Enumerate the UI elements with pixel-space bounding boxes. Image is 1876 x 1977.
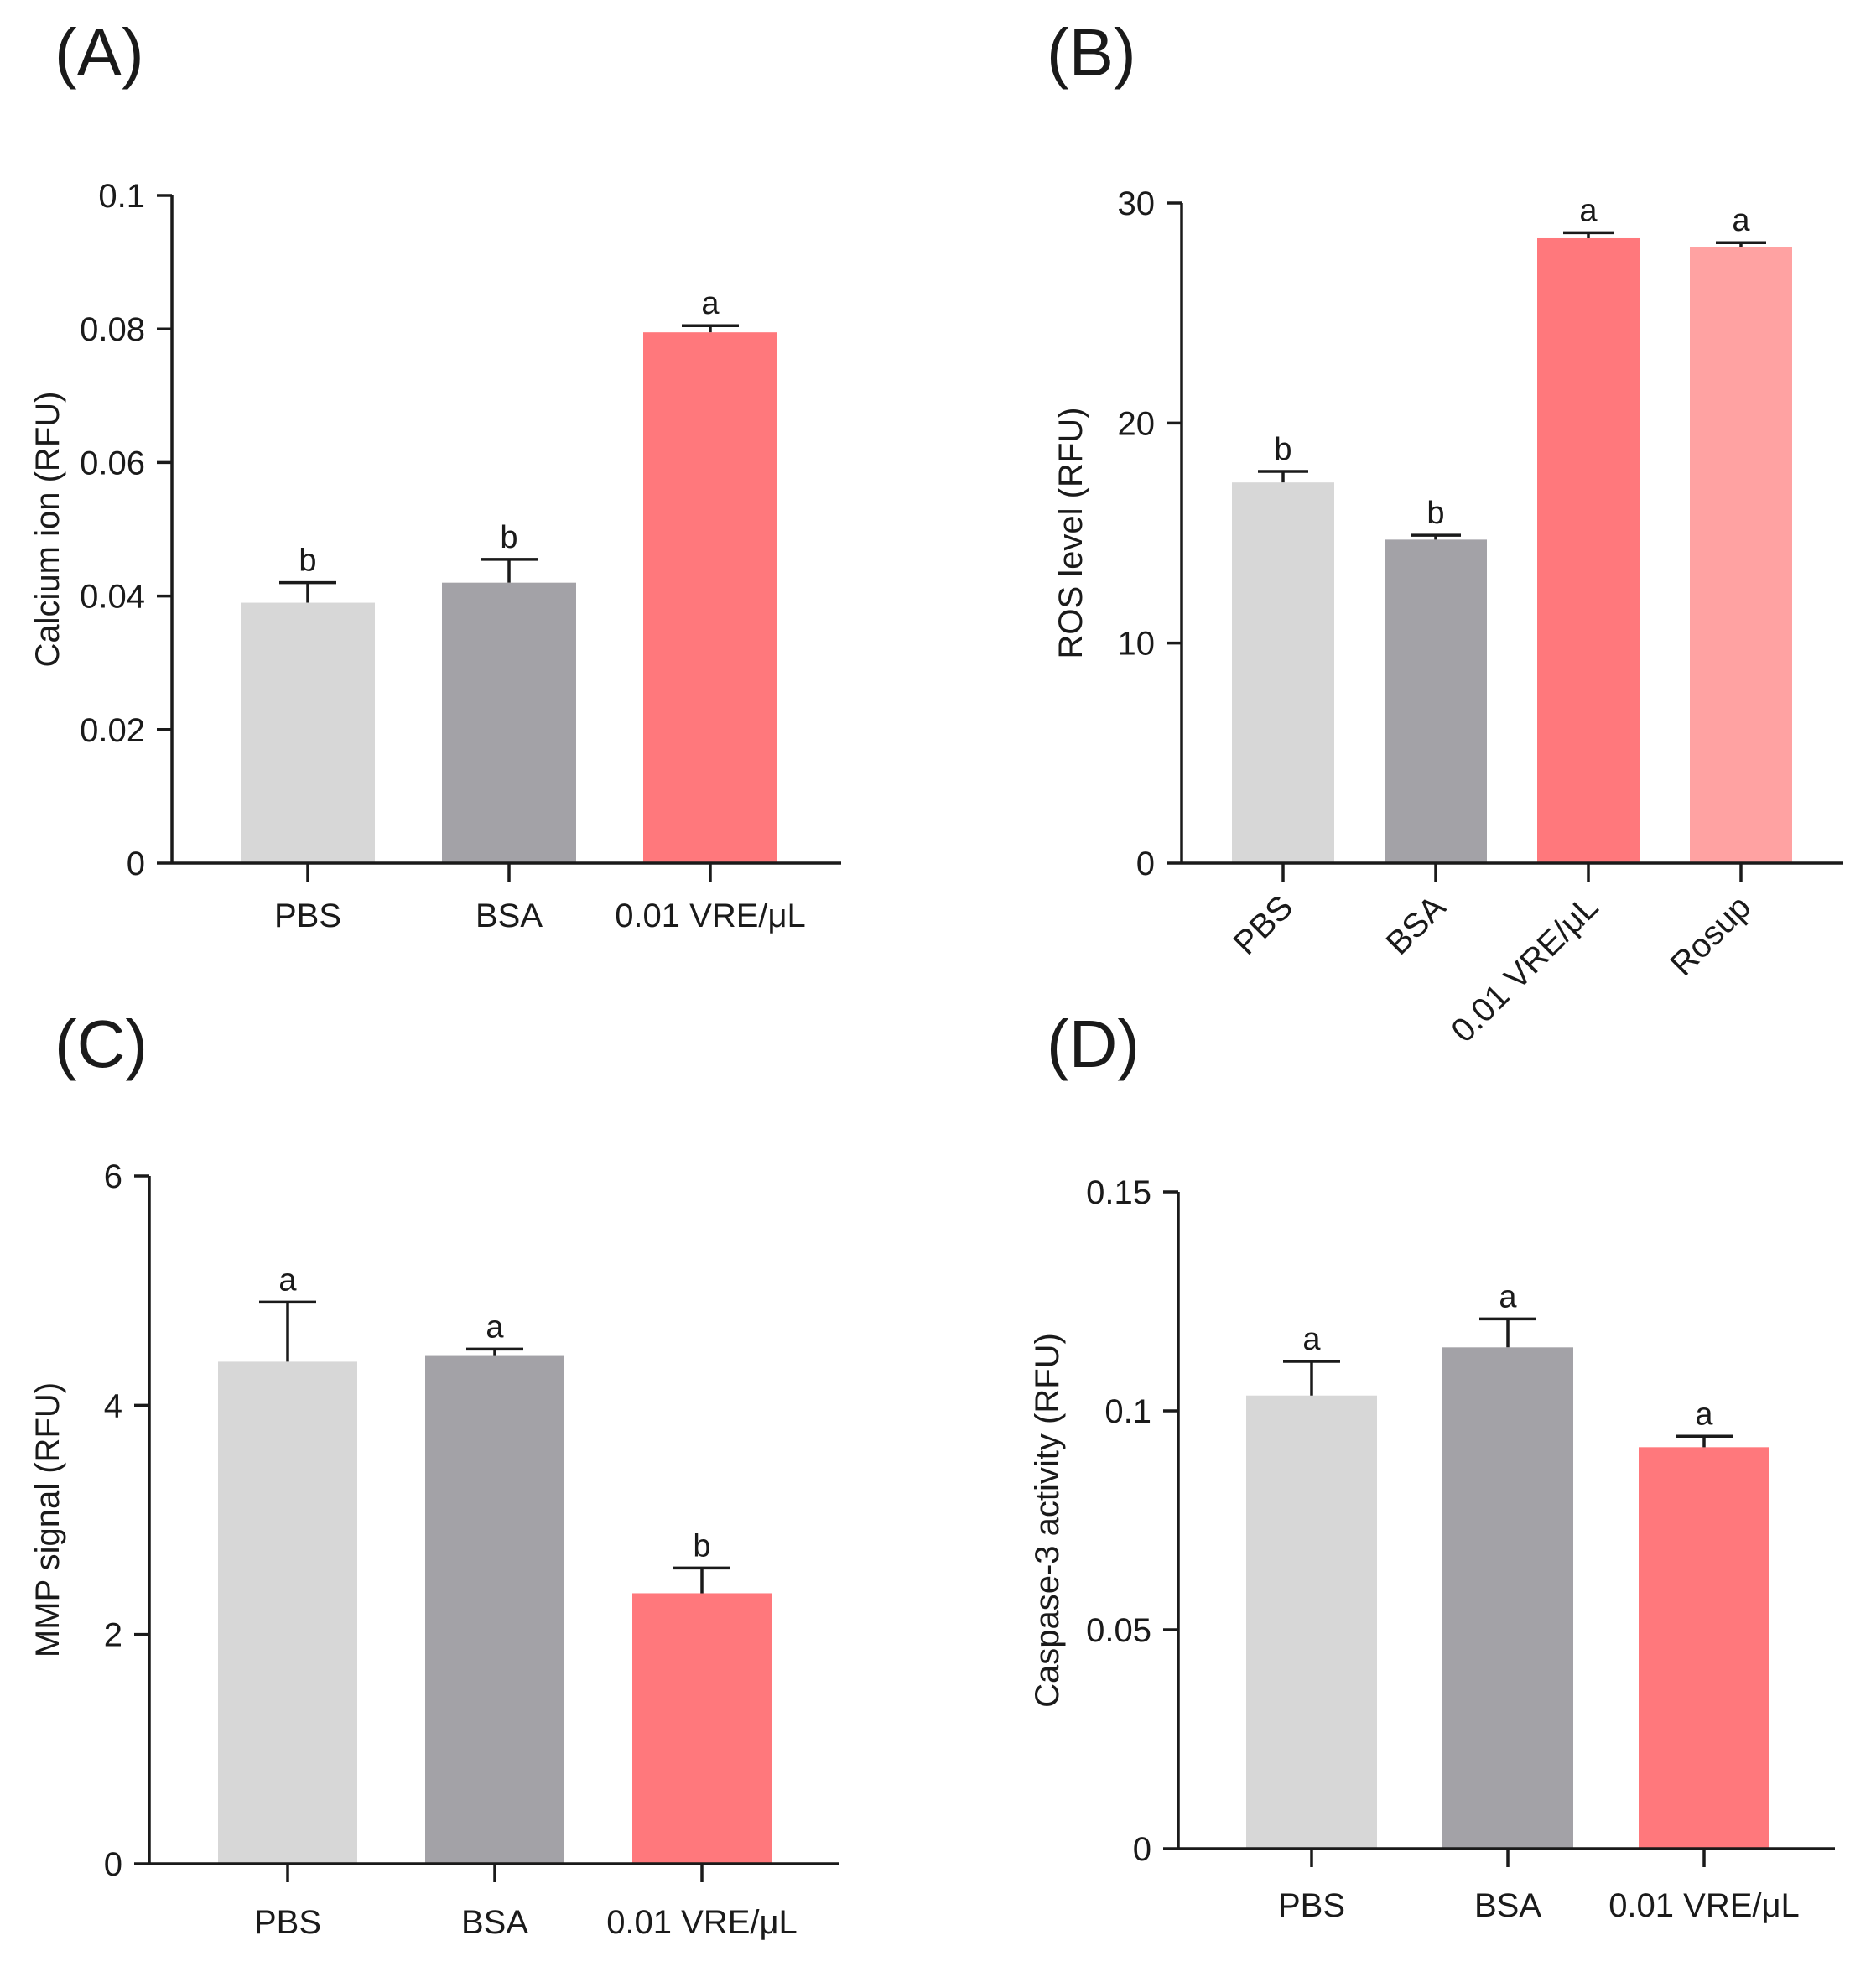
error-bar [481,558,538,583]
error-bar [673,1566,730,1594]
error-bar [279,580,336,603]
panel-label: (A) [55,15,144,90]
significance-label: b [500,520,517,555]
error-bar [1676,1434,1733,1448]
error-bar [259,1300,316,1362]
bar [1690,247,1792,863]
error-bar [1716,241,1766,247]
y-tick-label: 0.15 [1086,1174,1151,1211]
y-axis-title: MMP signal (RFU) [29,1382,66,1657]
x-tick-label: PBS [254,1904,321,1941]
bar [241,602,375,863]
significance-label: b [1274,432,1291,467]
bar [632,1593,772,1864]
error-bar [466,1347,523,1356]
x-tick-label: PBS [1278,1887,1345,1924]
significance-label: a [1302,1322,1321,1357]
error-bar [1411,533,1461,540]
y-tick-label: 0.02 [80,712,145,749]
y-tick-label: 0.06 [80,445,145,481]
x-tick-label: BSA [475,897,543,934]
x-tick-label: 0.01 VRE/μL [1608,1887,1800,1924]
y-tick-label: 0.08 [80,311,145,348]
x-tick-label: PBS [274,897,341,934]
significance-label: a [278,1262,297,1298]
significance-label: b [693,1528,710,1563]
bar [218,1361,357,1864]
x-tick-label: BSA [461,1904,528,1941]
y-axis-title: ROS level (RFU) [1052,407,1089,658]
x-tick-label: BSA [1380,888,1453,962]
bar [1232,482,1334,863]
panel-label: (C) [55,1007,148,1081]
error-bar [1563,231,1614,238]
error-bar [1283,1360,1340,1396]
x-tick-label: 0.01 VRE/μL [1444,888,1605,1049]
y-tick-label: 0 [1136,845,1155,882]
x-tick-label: PBS [1227,888,1301,962]
significance-label: b [299,544,316,579]
y-tick-label: 0.04 [80,579,145,616]
panel-label: (D) [1047,1007,1140,1081]
x-tick-label: BSA [1474,1887,1541,1924]
y-tick-label: 0 [127,845,145,882]
chart-panel-1: (A) b b a 0 0.02 0.04 0.06 0.08 0.1 PBS BSA 0.01 VRE… [29,15,841,934]
bar [425,1355,564,1864]
y-tick-label: 0 [1133,1831,1151,1868]
bar [643,332,777,863]
significance-label: a [701,286,720,321]
x-tick-label: 0.01 VRE/μL [606,1904,798,1941]
significance-label: a [1579,193,1598,228]
chart-panel-3: (C) a a b 0 2 4 6 PBS BSA 0.01 VRE/μL MMP signal (R… [29,1007,839,1941]
bar [1639,1447,1769,1849]
x-tick-label: 0.01 VRE/μL [615,897,806,934]
bar [1537,237,1640,863]
error-bar [1479,1317,1536,1348]
y-tick-label: 0.05 [1086,1612,1151,1649]
error-bar [1258,470,1308,483]
bar [442,582,576,863]
significance-label: a [1732,203,1750,238]
y-tick-label: 6 [104,1158,122,1195]
y-tick-label: 10 [1118,626,1156,663]
y-tick-label: 20 [1118,405,1156,442]
significance-label: a [486,1309,504,1345]
bar [1442,1347,1573,1849]
y-axis-title: Caspase-3 activity (RFU) [1029,1333,1066,1708]
y-tick-label: 30 [1118,185,1156,222]
bar [1246,1395,1377,1849]
chart-panel-4: (D) a a a 0 0.05 0.1 0.15 PBS BSA 0.01 VRE/μL Caspa… [1029,1007,1835,1924]
panel-label: (B) [1047,15,1136,90]
y-tick-label: 0.1 [98,178,145,215]
x-tick-label: Rosup [1663,888,1758,983]
y-axis-title: Calcium ion (RFU) [29,392,66,668]
error-bar [682,324,739,333]
y-tick-label: 2 [104,1617,122,1654]
y-tick-label: 0 [104,1846,122,1883]
y-tick-label: 0.1 [1104,1393,1151,1430]
significance-label: a [1695,1397,1713,1432]
bar [1385,539,1487,863]
significance-label: a [1499,1279,1517,1314]
significance-label: b [1426,496,1444,531]
y-tick-label: 4 [104,1387,122,1424]
